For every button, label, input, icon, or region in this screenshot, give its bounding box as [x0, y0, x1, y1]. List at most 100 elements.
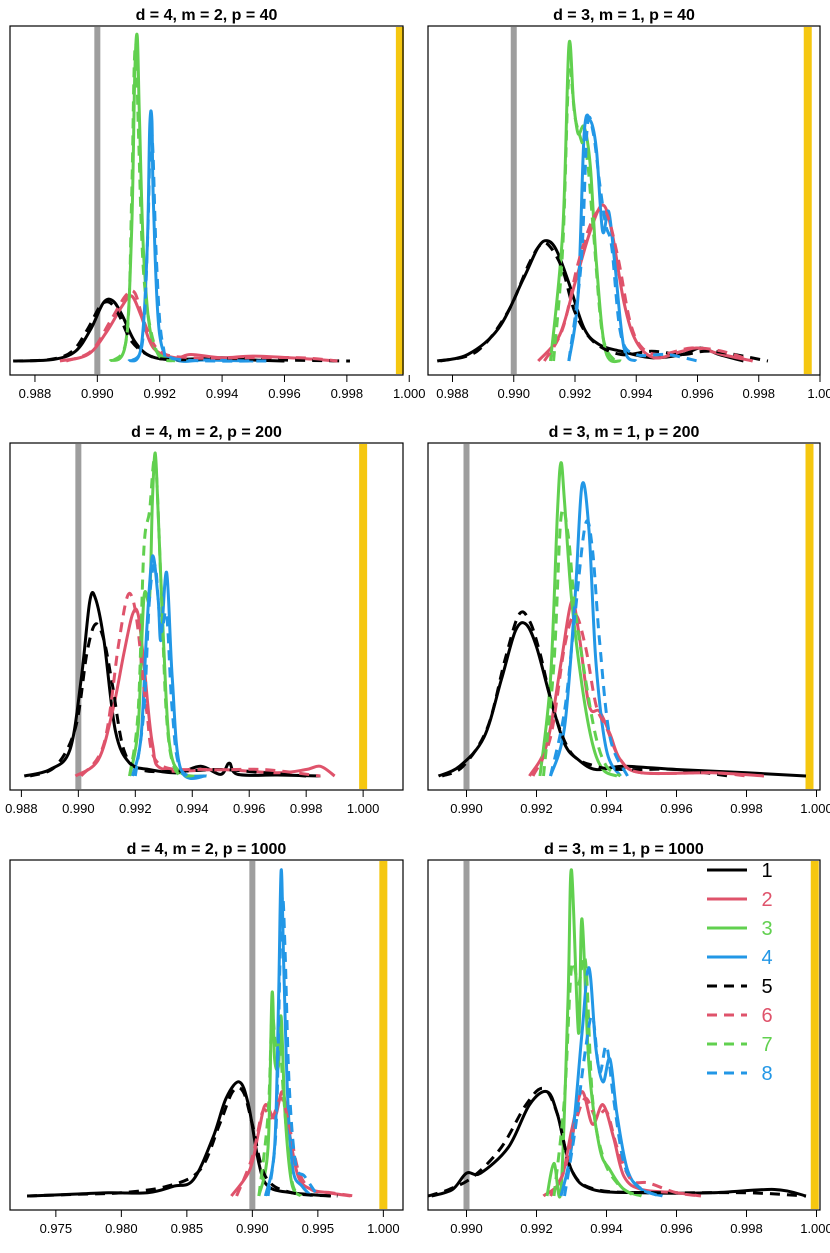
plot-frame	[9, 442, 404, 791]
series-line-7	[128, 456, 193, 778]
series-line-5	[26, 1086, 338, 1198]
x-tick-label: 0.988	[19, 386, 52, 401]
x-tick-label: 0.992	[143, 386, 176, 401]
series-line-8	[549, 519, 629, 777]
legend-label-1: 1	[761, 860, 772, 882]
plot-frame	[9, 25, 404, 376]
panel-title: d = 4, m = 2, p = 40	[136, 7, 278, 24]
x-tick-label: 0.980	[105, 1221, 138, 1236]
series-group	[23, 451, 336, 780]
panel-title: d = 3, m = 1, p = 40	[553, 7, 695, 24]
series-line-8	[133, 563, 207, 778]
x-tick-label: 0.990	[81, 386, 114, 401]
panel-title: d = 3, m = 1, p = 1000	[544, 841, 704, 858]
x-tick-label: 0.988	[5, 801, 38, 816]
x-tick-label: 0.996	[268, 386, 301, 401]
legend-label-7: 7	[761, 1034, 772, 1056]
legend: 1 2 3 4 5 6 7 8	[707, 860, 773, 1085]
panel-title: d = 3, m = 1, p = 200	[549, 424, 700, 441]
series-line-6	[531, 613, 747, 778]
x-tick-label: 0.990	[62, 801, 95, 816]
x-tick-label: 0.990	[236, 1221, 269, 1236]
x-tick-label: 0.994	[176, 801, 209, 816]
x-tick-label: 0.995	[302, 1221, 335, 1236]
x-tick-label: 0.998	[742, 386, 775, 401]
legend-label-4: 4	[761, 947, 772, 969]
x-tick-label: 0.998	[290, 801, 323, 816]
panel-4: d = 3, m = 1, p = 200 0.990 0.992 0.994 0.99…	[427, 424, 830, 816]
series-line-6	[65, 289, 338, 363]
series-line-1	[29, 1080, 332, 1198]
series-line-3	[549, 40, 622, 364]
legend-label-2: 2	[761, 889, 772, 911]
x-tick-label: 0.990	[450, 801, 483, 816]
x-tick-label: 0.998	[730, 1221, 763, 1236]
x-tick-label: 1.000	[367, 1221, 400, 1236]
legend-label-5: 5	[761, 976, 772, 998]
series-group	[436, 40, 769, 364]
x-tick-label: 0.992	[559, 386, 592, 401]
legend-label-8: 8	[761, 1063, 772, 1085]
plot-frame	[9, 859, 404, 1211]
series-line-4	[263, 868, 313, 1198]
x-tick-label: 0.996	[233, 801, 266, 816]
x-tick-label: 0.990	[450, 1221, 483, 1236]
x-tick-label: 1.000	[800, 1221, 830, 1236]
series-line-7	[542, 507, 622, 778]
panel-3: d = 4, m = 2, p = 200 0.988 0.990 0.992 0.99…	[5, 424, 404, 816]
series-line-2	[542, 1090, 702, 1198]
x-tick-label: 0.992	[520, 1221, 553, 1236]
panel-title: d = 4, m = 2, p = 1000	[127, 841, 287, 858]
series-line-5	[439, 241, 769, 363]
x-tick-label: 0.992	[119, 801, 152, 816]
series-line-2	[528, 599, 765, 778]
x-tick-label: 0.992	[520, 801, 553, 816]
series-line-2	[74, 607, 336, 778]
x-tick-label: 0.996	[681, 386, 714, 401]
x-tick-label: 0.985	[171, 1221, 204, 1236]
x-tick-label: 0.994	[206, 386, 239, 401]
x-tick-label: 0.996	[660, 1221, 693, 1236]
x-tick-label: 1.000	[347, 801, 380, 816]
series-line-1	[23, 590, 321, 778]
series-line-6	[549, 1096, 702, 1198]
series-line-4	[567, 113, 638, 363]
x-tick-label: 0.998	[730, 801, 763, 816]
series-line-8	[130, 125, 269, 363]
panel-2: d = 3, m = 1, p = 40 0.988 0.990 0.992 0.994…	[427, 7, 830, 401]
series-group	[26, 868, 355, 1198]
x-tick-label: 0.996	[660, 801, 693, 816]
panel-5: d = 4, m = 2, p = 1000 0.975 0.980 0.985 0.9…	[9, 841, 404, 1236]
series-line-8	[266, 894, 320, 1197]
plot-frame	[427, 442, 821, 791]
series-line-4	[127, 109, 254, 363]
x-tick-label: 0.994	[620, 386, 653, 401]
legend-label-6: 6	[761, 1005, 772, 1027]
series-line-8	[563, 1014, 660, 1198]
x-tick-label: 0.998	[331, 386, 364, 401]
series-line-1	[437, 621, 807, 778]
series-line-6	[235, 1096, 355, 1198]
series-line-7	[111, 42, 176, 363]
series-line-1	[436, 239, 744, 363]
plot-frame	[427, 859, 821, 1211]
x-tick-label: 1.000	[393, 386, 426, 401]
series-line-7	[552, 68, 617, 362]
series-line-6	[79, 591, 321, 778]
plot-frame	[427, 25, 821, 376]
panel-title: d = 4, m = 2, p = 200	[131, 424, 282, 441]
x-tick-label: 0.994	[590, 1221, 623, 1236]
series-line-7	[552, 955, 636, 1198]
series-line-5	[29, 622, 307, 778]
x-tick-label: 1.00	[807, 386, 830, 401]
series-group	[437, 461, 807, 778]
series-line-5	[13, 300, 351, 363]
series-line-6	[543, 206, 754, 363]
x-tick-label: 0.975	[40, 1221, 73, 1236]
series-group	[13, 32, 351, 363]
legend-label-3: 3	[761, 918, 772, 940]
series-line-7	[257, 1013, 303, 1197]
x-tick-label: 1.000	[800, 801, 830, 816]
